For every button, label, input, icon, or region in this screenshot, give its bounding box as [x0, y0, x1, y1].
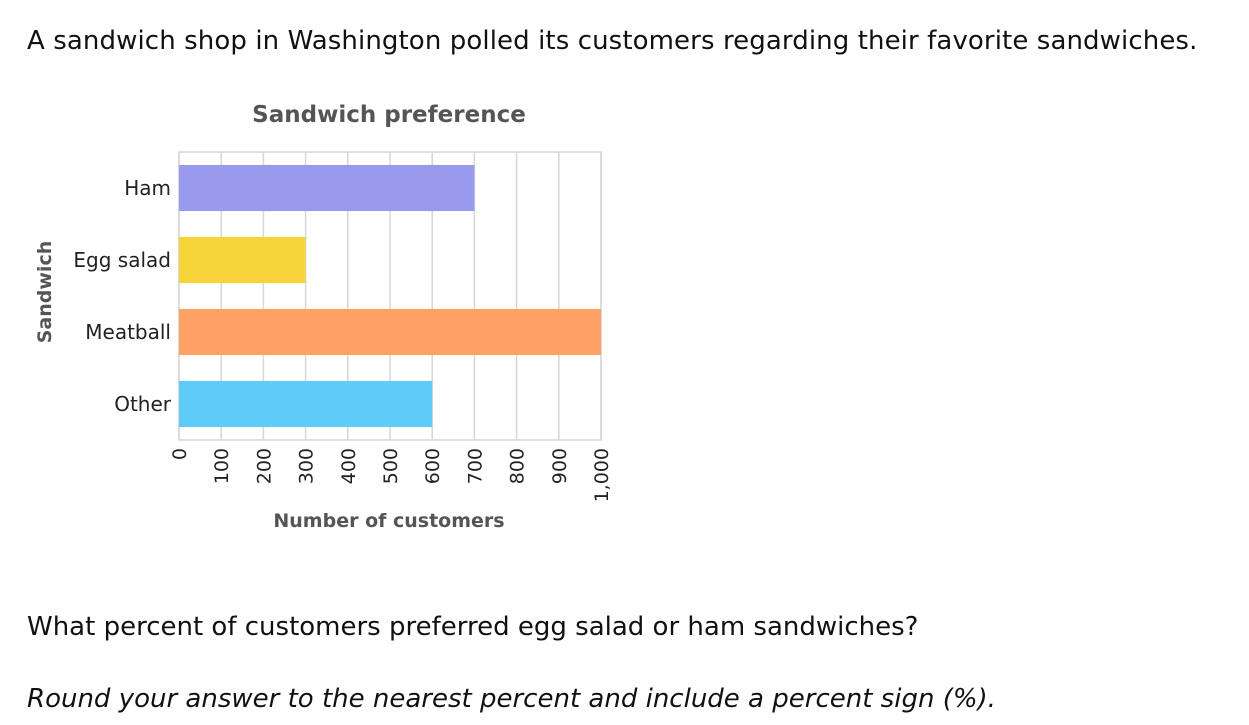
x-tick-label: 700	[464, 448, 486, 484]
y-axis-label: Sandwich	[34, 241, 56, 344]
category-label: Egg salad	[73, 248, 171, 272]
x-tick-label: 400	[338, 448, 360, 484]
x-tick-label: 900	[549, 448, 571, 484]
bar-other	[179, 380, 433, 428]
chart-title: Sandwich preference	[252, 102, 526, 128]
question-intro: A sandwich shop in Washington polled its…	[27, 26, 1198, 56]
bar-chart: Sandwich preference Ham Egg salad Meatball…	[34, 102, 613, 532]
bar-meatball	[179, 308, 601, 356]
x-tick-label: 100	[211, 448, 233, 484]
question-instruction: Round your answer to the nearest percent…	[27, 684, 996, 714]
x-axis-label: Number of customers	[273, 510, 504, 532]
category-labels: Ham Egg salad Meatball Other	[73, 176, 171, 416]
x-tick-label: 500	[380, 448, 402, 484]
category-label: Ham	[124, 176, 171, 200]
x-tick-label: 600	[422, 448, 444, 484]
chart-bars	[179, 164, 601, 428]
x-tick-labels: 0 100 200 300 400 500 600 700 800 900 1,000	[169, 448, 613, 502]
bar-ham	[179, 164, 475, 212]
x-tick-label: 200	[253, 448, 275, 484]
x-tick-label: 300	[296, 448, 318, 484]
bar-egg-salad	[179, 236, 306, 284]
x-tick-label: 1,000	[591, 448, 613, 502]
x-tick-label: 0	[169, 448, 191, 460]
question-prompt: What percent of customers preferred egg …	[27, 612, 919, 642]
category-label: Other	[114, 392, 172, 416]
x-tick-label: 800	[507, 448, 529, 484]
category-label: Meatball	[85, 320, 171, 344]
